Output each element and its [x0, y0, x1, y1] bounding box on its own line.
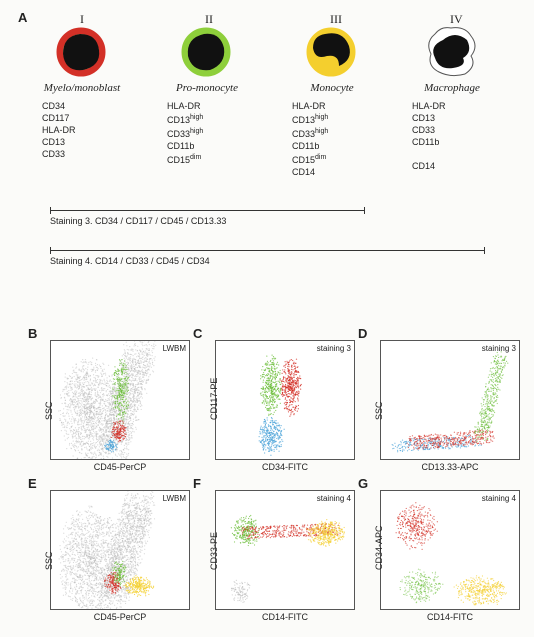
cell-icon-3: [305, 26, 357, 81]
plot-g: staining 4: [380, 490, 520, 610]
staining-bar-1: [50, 210, 365, 214]
plot-d-x-axis: CD13.33-APC: [380, 462, 520, 472]
plot-d-y-axis: SSC: [374, 401, 384, 420]
marker-list-1: CD34CD117HLA-DRCD13CD33: [42, 100, 122, 160]
panel-f-label: F: [193, 476, 201, 491]
cell-icon-4: [425, 26, 477, 81]
stage-numeral-1: I: [80, 12, 84, 27]
stage-numeral-3: III: [330, 12, 342, 27]
plot-f-y-axis: CD33-PE: [209, 532, 219, 570]
plot-c-x-axis: CD34-FITC: [215, 462, 355, 472]
stage-name-1: Myelo/monoblast: [32, 82, 132, 94]
stage-name-2: Pro-monocyte: [157, 82, 257, 94]
marker-list-3: HLA-DRCD13highCD33highCD11bCD15dimCD14: [292, 100, 372, 178]
plot-e-x-axis: CD45-PerCP: [50, 612, 190, 622]
plot-f-x-axis: CD14-FITC: [215, 612, 355, 622]
panel-b-label: B: [28, 326, 37, 341]
plot-g-y-axis: CD34-APC: [374, 525, 384, 570]
cell-icon-1: [55, 26, 107, 81]
plot-d-corner-label: staining 3: [482, 344, 516, 353]
plot-c-corner-label: staining 3: [317, 344, 351, 353]
plot-f-corner-label: staining 4: [317, 494, 351, 503]
plot-c-y-axis: CD117-PE: [209, 378, 219, 420]
stage-name-3: Monocyte: [282, 82, 382, 94]
plot-b-corner-label: LWBM: [163, 344, 186, 353]
staining-label-2: Staining 4. CD14 / CD33 / CD45 / CD34: [50, 256, 210, 266]
stage-numeral-2: II: [205, 12, 213, 27]
panel-g-label: G: [358, 476, 368, 491]
plot-g-x-axis: CD14-FITC: [380, 612, 520, 622]
panel-e-label: E: [28, 476, 37, 491]
plot-b-y-axis: SSC: [44, 401, 54, 420]
plot-f: staining 4: [215, 490, 355, 610]
plot-g-corner-label: staining 4: [482, 494, 516, 503]
plot-e-corner-label: LWBM: [163, 494, 186, 503]
plot-e-y-axis: SSC: [44, 551, 54, 570]
plot-c: staining 3: [215, 340, 355, 460]
marker-list-2: HLA-DRCD13highCD33highCD11bCD15dim: [167, 100, 247, 166]
plot-b-x-axis: CD45-PerCP: [50, 462, 190, 472]
cell-icon-2: [180, 26, 232, 81]
staining-bar-2: [50, 250, 485, 254]
staining-label-1: Staining 3. CD34 / CD117 / CD45 / CD13.3…: [50, 216, 226, 226]
marker-list-4: HLA-DRCD13CD33CD11bCD14: [412, 100, 492, 172]
plot-b: LWBM: [50, 340, 190, 460]
panel-c-label: C: [193, 326, 202, 341]
plot-d: staining 3: [380, 340, 520, 460]
plot-e: LWBM: [50, 490, 190, 610]
panel-a-label: A: [18, 10, 27, 25]
stage-numeral-4: IV: [450, 12, 463, 27]
stage-name-4: Macrophage: [402, 82, 502, 94]
panel-d-label: D: [358, 326, 367, 341]
